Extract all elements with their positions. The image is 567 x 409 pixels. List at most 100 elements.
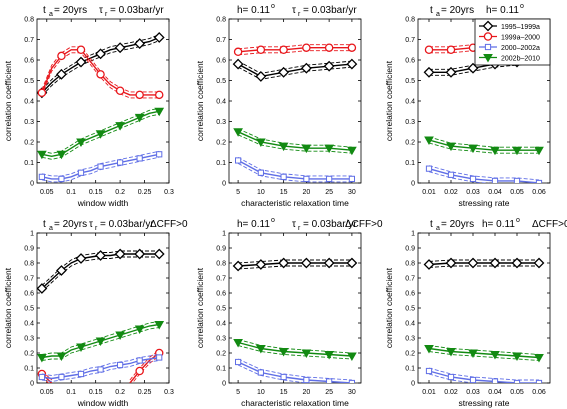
panel-title-part: = 0.03bar/yr: [100, 219, 154, 230]
series-line: [428, 139, 539, 151]
x-tick-label: 0.01: [422, 189, 436, 196]
series-1995–1999a: [423, 257, 545, 270]
x-axis-label: characteristic relaxation time: [241, 198, 349, 208]
data-point: [96, 70, 105, 79]
y-tick-label: 1: [222, 231, 226, 238]
x-tick-label: 0.05: [40, 389, 54, 396]
x-tick-label: 0.06: [532, 389, 546, 396]
y-tick-label: 0.8: [24, 17, 34, 24]
y-tick-label: 0.3: [405, 336, 415, 343]
series-2000–2002a: [38, 354, 163, 382]
series-band-upper: [237, 157, 352, 177]
x-tick-label: 20: [302, 389, 310, 396]
data-point: [76, 138, 86, 148]
y-tick-label: 0.6: [405, 58, 415, 65]
data-point: [232, 260, 244, 272]
data-point: [447, 373, 455, 381]
data-point: [513, 379, 521, 383]
plot-area: [232, 257, 358, 383]
x-tick-label: 0.04: [488, 189, 502, 196]
panel-title-part: o: [271, 3, 275, 10]
panel-title-part: = 0.03bar/yr: [303, 5, 357, 16]
x-tick-label: 0.25: [138, 389, 152, 396]
x-tick-label: 0.01: [422, 389, 436, 396]
y-tick-label: 0.9: [405, 246, 415, 253]
x-tick-label: 0.1: [66, 389, 76, 396]
plot-area: [423, 257, 545, 383]
data-point: [134, 325, 145, 335]
series-line: [237, 361, 352, 383]
data-point: [134, 38, 146, 50]
data-point: [95, 130, 106, 139]
x-axis-label: characteristic relaxation time: [241, 398, 349, 408]
x-tick-label: 0.06: [532, 189, 546, 196]
data-point: [423, 259, 435, 270]
y-tick-label: 0.3: [405, 119, 415, 126]
series-band-upper: [428, 259, 539, 262]
series-band-upper: [238, 44, 352, 50]
data-point: [490, 146, 500, 156]
series-line: [238, 47, 352, 53]
y-tick-label: 1: [411, 231, 415, 238]
y-tick-label: 0.2: [405, 351, 415, 358]
y-tick-label: 0.5: [24, 78, 34, 85]
y-tick-label: 0: [222, 381, 226, 388]
series-line: [428, 168, 540, 183]
series-band-lower: [428, 351, 540, 361]
series-2002b–2010: [37, 321, 165, 363]
panel-title-part: a: [49, 11, 53, 18]
y-tick-label: 0.3: [24, 336, 34, 343]
data-point: [326, 378, 333, 383]
y-tick-label: 0.9: [24, 246, 34, 253]
x-tick-label: 30: [348, 389, 356, 396]
y-tick-label: 0.5: [216, 306, 226, 313]
data-point: [37, 283, 48, 294]
y-tick-label: 0.6: [24, 58, 34, 65]
data-point: [95, 48, 106, 60]
x-tick-label: 0.05: [510, 389, 524, 396]
data-point: [323, 257, 335, 269]
series-1995–1999a: [37, 32, 165, 99]
data-point: [256, 345, 266, 354]
data-point: [424, 345, 434, 354]
data-point: [256, 138, 266, 148]
series-1995–1999a: [232, 58, 358, 82]
panel-title-part: = 20yrs: [54, 219, 87, 230]
y-tick-label: 0.3: [216, 336, 226, 343]
y-tick-label: 0.2: [216, 351, 226, 358]
data-point: [278, 348, 289, 357]
series-2000–2002a: [235, 157, 355, 183]
data-point: [467, 257, 479, 269]
data-point: [97, 366, 104, 373]
y-tick-label: 0: [30, 181, 34, 188]
series-band-lower: [237, 163, 352, 183]
x-tick-label: 0.05: [40, 189, 54, 196]
x-tick-label: 10: [257, 189, 265, 196]
data-point: [95, 337, 106, 347]
y-tick-label: 0.7: [24, 37, 34, 44]
data-point: [347, 146, 357, 156]
data-point: [324, 43, 334, 52]
series-band-lower: [237, 364, 314, 383]
data-point: [114, 248, 126, 260]
y-tick-label: 0.6: [24, 291, 34, 298]
data-point: [256, 45, 266, 55]
data-point: [535, 179, 543, 183]
x-tick-label: 0.02: [444, 389, 458, 396]
series-band-upper: [428, 165, 540, 181]
panel-title-part: o: [271, 217, 275, 224]
x-tick-label: 0.05: [510, 189, 524, 196]
panel-title-part: r: [298, 11, 301, 18]
panel-title-part: τ: [89, 219, 93, 230]
y-axis-label: correlation coefficient: [384, 267, 394, 348]
y-tick-label: 0.5: [24, 306, 34, 313]
series-band-lower: [131, 355, 160, 383]
series-line: [428, 347, 540, 359]
data-point: [278, 257, 290, 269]
series-1995–1999a: [37, 248, 165, 294]
y-tick-label: 0.4: [216, 99, 226, 106]
x-tick-label: 0.3: [164, 389, 174, 396]
series-1999a–2000: [233, 43, 357, 57]
